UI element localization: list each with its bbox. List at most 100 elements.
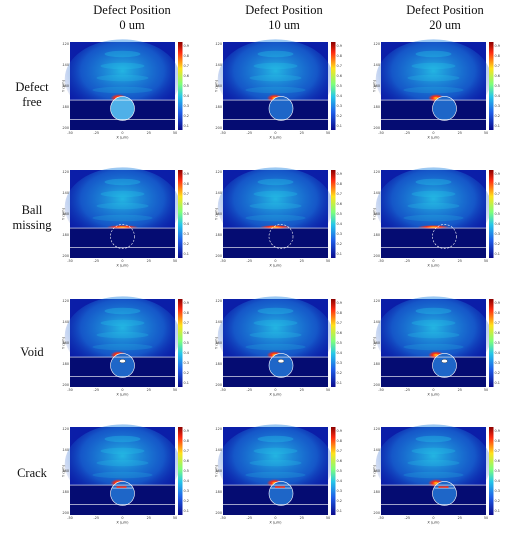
colorbar bbox=[331, 42, 336, 130]
column-value: 20 um bbox=[429, 18, 461, 32]
fringe-band bbox=[249, 74, 302, 82]
colorbar-tick: 0.6 bbox=[495, 331, 500, 335]
colorbar-tick: 0.9 bbox=[184, 172, 189, 176]
colorbar-tick: 0.5 bbox=[495, 341, 500, 345]
colorbar bbox=[331, 299, 336, 387]
colorbar-tick: 0.1 bbox=[495, 124, 500, 128]
colorbar-tick: 0.4 bbox=[184, 94, 189, 98]
x-tick-label: -50 bbox=[220, 131, 226, 135]
x-axis-label: X (μm) bbox=[116, 393, 129, 397]
x-tick-label: 50 bbox=[326, 259, 330, 263]
x-tick-label: -25 bbox=[93, 131, 99, 135]
colorbar-tick: 0.2 bbox=[337, 114, 342, 118]
y-tick-label: -120 bbox=[215, 299, 222, 303]
y-tick-label: -180 bbox=[373, 490, 380, 494]
column-header-0: Defect Position 0 um bbox=[72, 3, 192, 33]
x-tick-label: -25 bbox=[246, 131, 252, 135]
y-tick-label: -140 bbox=[373, 448, 380, 452]
x-tick-label: -50 bbox=[67, 516, 73, 520]
fringe-band bbox=[403, 343, 464, 351]
colorbar-tick: 0.9 bbox=[337, 172, 342, 176]
y-tick-label: -200 bbox=[62, 254, 69, 258]
colorbar-tick: 0.1 bbox=[184, 252, 189, 256]
colorbar-tick: 0.8 bbox=[337, 311, 342, 315]
missing-ball-outline bbox=[268, 224, 294, 249]
colorbar-tick: 0.1 bbox=[337, 381, 342, 385]
solder-ball bbox=[268, 353, 294, 378]
fringe-band bbox=[245, 86, 306, 94]
colorbar-tick: 0.7 bbox=[337, 64, 342, 68]
y-tick-label: -120 bbox=[215, 170, 222, 174]
colorbar-tick: 0.8 bbox=[337, 439, 342, 443]
missing-ball-outline bbox=[110, 224, 135, 249]
x-axis-label: X (μm) bbox=[116, 521, 129, 525]
colorbar-tick: 0.9 bbox=[495, 429, 500, 433]
x-tick-label: 25 bbox=[147, 131, 151, 135]
x-axis-label: X (μm) bbox=[427, 393, 440, 397]
colorbar-tick: 0.4 bbox=[495, 479, 500, 483]
colorbar-tick: 0.9 bbox=[184, 429, 189, 433]
fringe-band bbox=[403, 86, 464, 94]
colorbar-tick: 0.8 bbox=[337, 54, 342, 58]
y-tick-label: -120 bbox=[62, 427, 69, 431]
colorbar bbox=[331, 170, 336, 258]
y-tick-label: -180 bbox=[215, 490, 222, 494]
y-tick-label: -180 bbox=[215, 105, 222, 109]
colorbar-tick: 0.8 bbox=[495, 311, 500, 315]
colorbar-tick: 0.9 bbox=[495, 301, 500, 305]
x-axis-label: X (μm) bbox=[269, 393, 282, 397]
y-tick-label: -200 bbox=[62, 383, 69, 387]
colorbar bbox=[331, 427, 336, 515]
colorbar-tick: 0.5 bbox=[184, 341, 189, 345]
x-tick-label: 0 bbox=[121, 131, 123, 135]
x-tick-label: 50 bbox=[326, 388, 330, 392]
y-axis-label: Y (μm) bbox=[373, 207, 377, 220]
x-tick-label: 0 bbox=[274, 516, 276, 520]
colorbar-tick: 0.7 bbox=[184, 449, 189, 453]
missing-ball-outline bbox=[432, 224, 457, 249]
x-tick-label: 50 bbox=[484, 259, 488, 263]
colorbar-tick: 0.9 bbox=[337, 44, 342, 48]
y-axis-label: Y (μm) bbox=[62, 464, 66, 477]
fringe-band bbox=[104, 50, 141, 58]
y-tick-label: -160 bbox=[62, 469, 69, 473]
colorbar-tick: 0.4 bbox=[337, 222, 342, 226]
field-plot-free-0um: -120 -140 -160 -180 -200-50 -25 0 25 50 X (μm) Y (… bbox=[62, 38, 190, 143]
fringe-band bbox=[96, 74, 149, 82]
x-axis-label: X (μm) bbox=[427, 136, 440, 140]
colorbar-tick: 0.3 bbox=[184, 361, 189, 365]
colorbar-tick: 0.9 bbox=[184, 301, 189, 305]
colorbar-tick: 0.8 bbox=[495, 54, 500, 58]
field-plot-crack-0um: -120 -140 -160 -180 -200-50 -25 0 25 50 X (μm) Y (… bbox=[62, 423, 190, 528]
colorbar-tick: 0.9 bbox=[337, 429, 342, 433]
colorbar-tick: 0.4 bbox=[184, 479, 189, 483]
field-pattern bbox=[375, 167, 492, 247]
colorbar-tick: 0.7 bbox=[495, 192, 500, 196]
x-tick-label: -50 bbox=[378, 259, 384, 263]
x-tick-label: 50 bbox=[484, 516, 488, 520]
column-title: Defect Position bbox=[93, 3, 171, 17]
fringe-band bbox=[92, 343, 153, 351]
y-tick-label: -180 bbox=[373, 233, 380, 237]
y-tick-label: -200 bbox=[215, 511, 222, 515]
y-tick-label: -200 bbox=[215, 383, 222, 387]
fringe-band bbox=[100, 62, 145, 70]
y-axis-label: Y (μm) bbox=[215, 336, 219, 349]
column-value: 10 um bbox=[268, 18, 300, 32]
x-tick-label: 50 bbox=[173, 516, 177, 520]
x-tick-label: 0 bbox=[274, 131, 276, 135]
x-axis-label: X (μm) bbox=[269, 264, 282, 268]
y-tick-label: -160 bbox=[215, 84, 222, 88]
fringe-band bbox=[407, 74, 460, 82]
x-axis-label: X (μm) bbox=[269, 521, 282, 525]
fringe-band bbox=[403, 214, 464, 222]
colorbar-tick: 0.9 bbox=[337, 301, 342, 305]
x-tick-label: -25 bbox=[93, 388, 99, 392]
row-label-void: Void bbox=[2, 345, 62, 360]
fringe-band bbox=[249, 202, 302, 210]
column-title: Defect Position bbox=[406, 3, 484, 17]
x-tick-label: 0 bbox=[121, 516, 123, 520]
colorbar-tick: 0.5 bbox=[184, 84, 189, 88]
y-tick-label: -200 bbox=[62, 126, 69, 130]
colorbar bbox=[178, 427, 183, 515]
